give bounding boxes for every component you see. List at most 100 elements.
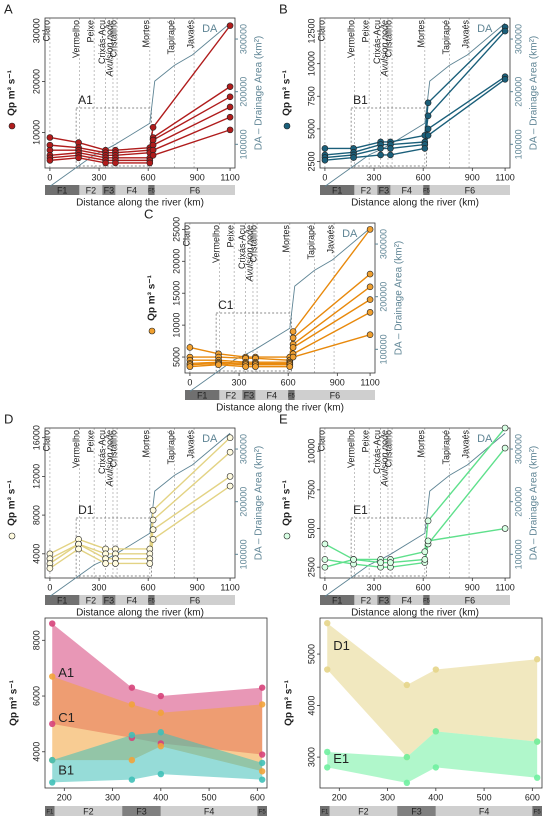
- point: [533, 774, 541, 781]
- y-tick-label: 4000: [306, 696, 316, 716]
- da-label: DA: [202, 433, 218, 445]
- river-label: Mortes: [141, 20, 151, 48]
- zone-label: F6: [190, 185, 201, 195]
- point: [149, 526, 157, 533]
- point: [424, 537, 432, 545]
- river-label: Javaés: [185, 430, 195, 459]
- river-label: Claro: [41, 430, 51, 452]
- x-tick-label: 300: [367, 172, 382, 182]
- zone-label: F5: [148, 189, 156, 195]
- point: [501, 525, 509, 532]
- river-label: Peixe: [86, 430, 96, 453]
- point: [377, 145, 384, 152]
- panel-letter: A: [4, 1, 13, 16]
- zone-label: F4: [267, 390, 278, 400]
- point: [258, 776, 266, 783]
- zone: [255, 390, 289, 400]
- zone-label: F3: [411, 806, 422, 816]
- point: [501, 76, 509, 83]
- point: [289, 334, 297, 342]
- y2-tick-label: 200000: [513, 77, 523, 107]
- point: [424, 125, 432, 133]
- x-tick-label: 600: [416, 582, 431, 592]
- river-label: Avulsion node: [379, 20, 389, 77]
- zone-label: F4: [204, 806, 215, 816]
- point: [424, 112, 432, 120]
- zone: [397, 806, 436, 816]
- point: [421, 556, 429, 563]
- river-label: Tapirapé: [166, 430, 176, 465]
- point: [128, 701, 136, 708]
- point: [46, 157, 54, 164]
- y-tick-label: 12500: [306, 19, 316, 44]
- zone-label: F2: [83, 806, 94, 816]
- x-tick-label: 500: [477, 792, 492, 802]
- zone-label: F5: [534, 810, 542, 816]
- zone-label: F3: [379, 185, 390, 195]
- y-axis-label: Qp m³ s⁻¹: [282, 69, 293, 116]
- point: [226, 126, 234, 134]
- point: [226, 113, 234, 121]
- x-tick-label: 0: [322, 172, 327, 182]
- zone-label: F1: [57, 185, 68, 195]
- point: [366, 331, 374, 339]
- river-label: Mortes: [281, 225, 291, 253]
- da-label: DA: [477, 433, 493, 445]
- y-tick-label: 20000: [31, 69, 41, 94]
- point: [321, 556, 329, 563]
- y-axis-label: Qp m³ s⁻¹: [7, 69, 18, 116]
- river-label: Vermelho: [346, 20, 356, 58]
- x-axis-label: Distance along the river (km): [351, 198, 479, 209]
- series-line: [324, 76, 506, 159]
- x-tick-label: 600: [141, 582, 156, 592]
- legend-dot: [148, 327, 156, 335]
- river-label: Avulsion node: [104, 430, 114, 487]
- point: [186, 344, 194, 351]
- river-label: Cristalino: [108, 20, 118, 58]
- y-tick-label: 10000: [306, 439, 316, 464]
- zone-label: F2: [361, 595, 372, 605]
- zone: [45, 185, 80, 195]
- river-label: Javaés: [325, 225, 335, 254]
- zone: [429, 185, 510, 195]
- zone: [242, 390, 256, 400]
- river-label: Tapirapé: [166, 20, 176, 55]
- river-label: Claro: [41, 20, 51, 42]
- river-label: Vermelho: [346, 430, 356, 468]
- y2-tick-label: 300000: [378, 229, 388, 259]
- point: [324, 619, 331, 627]
- zone-label: F2: [86, 185, 97, 195]
- river-label: Claro: [316, 20, 326, 42]
- band-label: A1: [58, 665, 74, 680]
- band: [52, 732, 263, 783]
- point: [350, 154, 357, 161]
- x-tick-label: 900: [465, 172, 480, 182]
- zone-label: F4: [402, 595, 413, 605]
- zone: [532, 806, 542, 816]
- point: [149, 124, 157, 131]
- panel-letter: B: [279, 1, 288, 16]
- point: [242, 363, 249, 370]
- point: [49, 620, 56, 627]
- zone: [377, 185, 391, 195]
- x-tick-label: 300: [92, 172, 107, 182]
- river-label: Claro: [316, 430, 326, 452]
- zone: [429, 595, 510, 605]
- y2-axis-label: DA – Drainage Area (km²): [254, 36, 265, 151]
- x-axis-label: Distance along the river (km): [76, 608, 204, 619]
- band-label: C1: [58, 710, 75, 725]
- y2-tick-label: 100000: [513, 539, 523, 569]
- series-line: [189, 286, 371, 363]
- inset-label: A1: [78, 93, 93, 107]
- point: [289, 328, 297, 335]
- river-label: Crixás-Açu: [237, 225, 247, 269]
- point: [49, 779, 56, 786]
- plot-frame: [44, 17, 236, 169]
- x-tick-label: 1100: [495, 172, 514, 182]
- y-axis-label: Qp m³ s⁻¹: [147, 274, 158, 321]
- point: [533, 738, 541, 745]
- y-tick-label: 30000: [31, 18, 41, 43]
- y2-axis-label: DA – Drainage Area (km²): [529, 446, 540, 561]
- da-label: DA: [202, 23, 218, 35]
- river-label: Vermelho: [211, 225, 221, 263]
